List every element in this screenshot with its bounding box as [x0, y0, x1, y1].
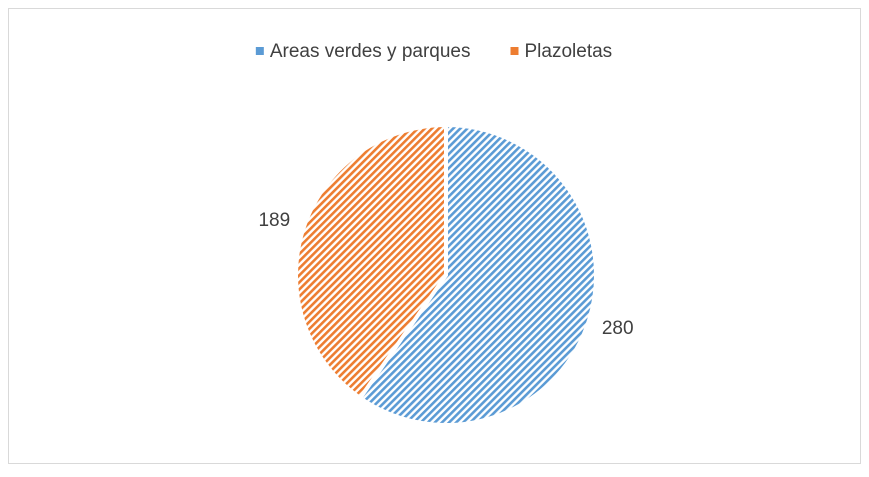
- legend-label: Plazoletas: [525, 41, 613, 62]
- legend-swatch: [255, 47, 264, 55]
- legend-label: Areas verdes y parques: [270, 41, 471, 62]
- data-label: 189: [258, 210, 290, 231]
- legend: Areas verdes y parques Plazoletas: [255, 41, 613, 62]
- pie-slice: [357, 122, 598, 427]
- legend-swatch: [510, 47, 519, 55]
- pie-slice: [294, 122, 448, 401]
- data-label: 280: [602, 318, 634, 339]
